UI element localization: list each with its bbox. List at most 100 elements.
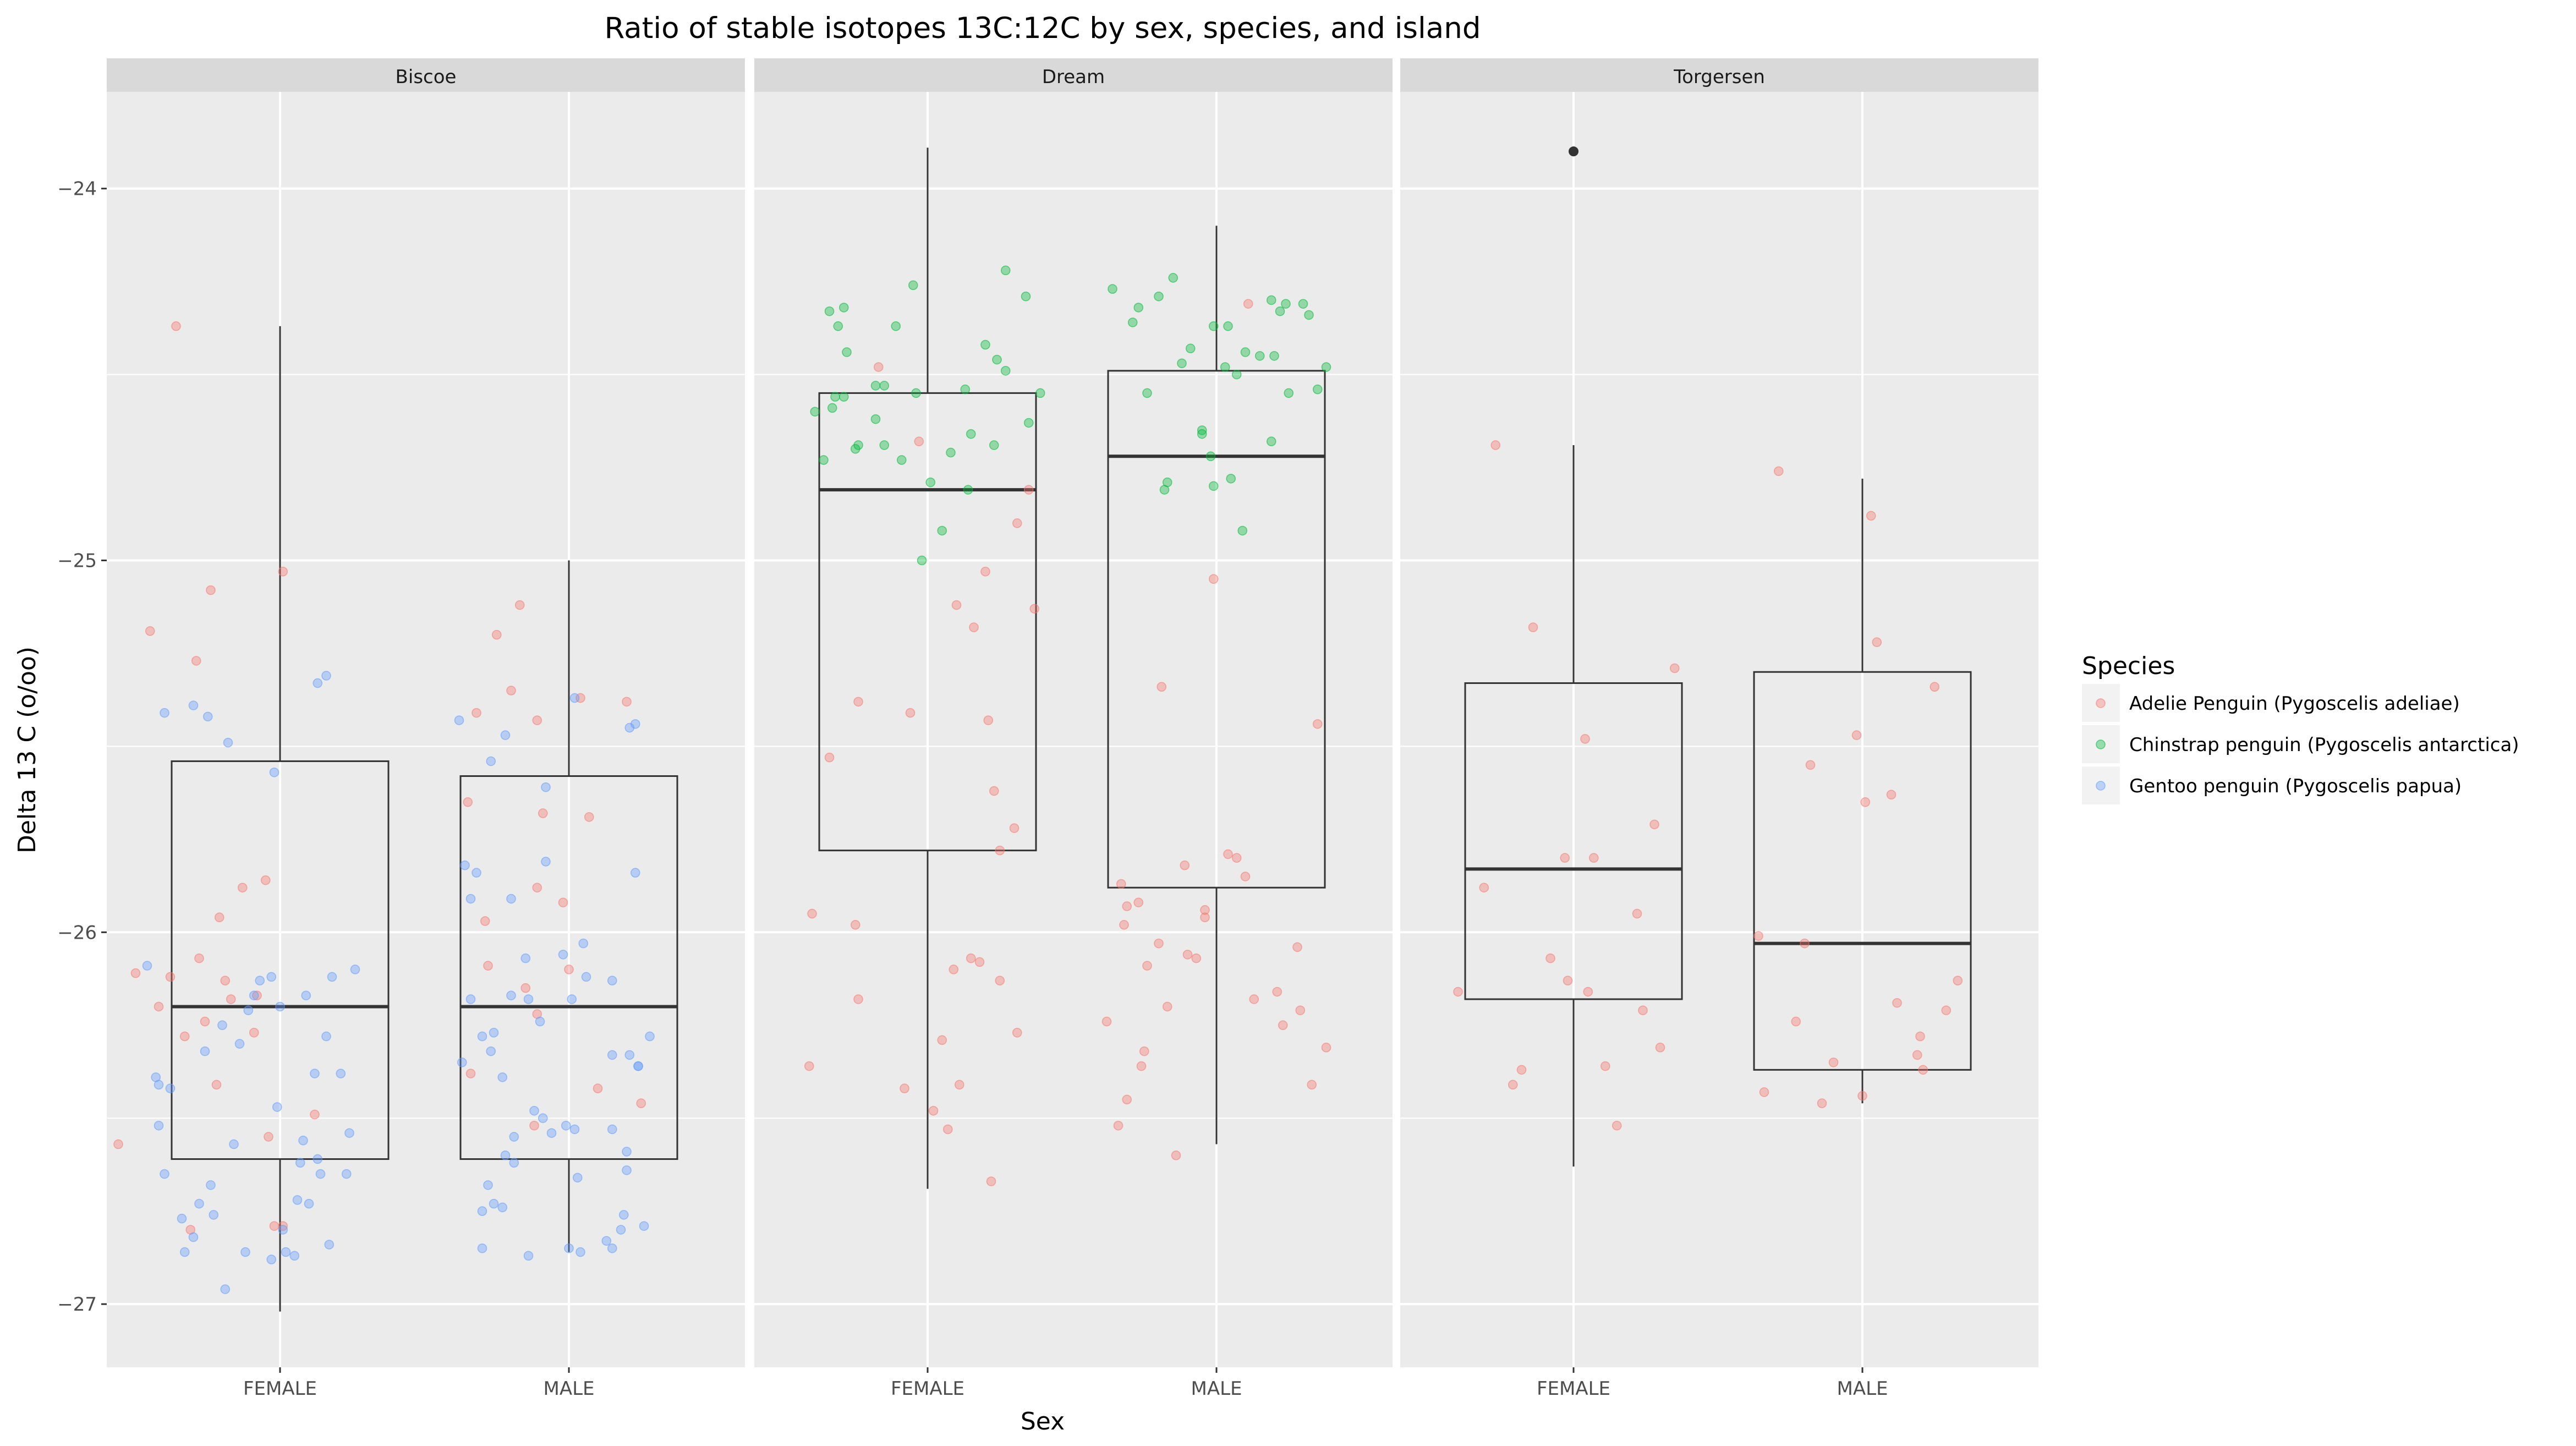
strip-label: Biscoe [396, 66, 457, 88]
boxplot-male [1753, 478, 1972, 1104]
data-point [593, 1083, 603, 1093]
data-point [465, 894, 476, 904]
data-point [1009, 823, 1020, 833]
data-point [486, 756, 496, 766]
data-point [292, 1195, 303, 1205]
data-point [523, 994, 534, 1004]
data-point [223, 737, 233, 748]
data-point [1479, 883, 1489, 892]
data-point [515, 600, 525, 610]
data-point [914, 436, 924, 447]
data-point [925, 477, 935, 488]
data-point [1237, 525, 1247, 536]
data-point [342, 1169, 352, 1179]
data-point [477, 1206, 487, 1216]
data-point [1240, 872, 1251, 881]
data-point [1168, 273, 1178, 283]
data-point [310, 1069, 320, 1078]
data-point [315, 1169, 326, 1179]
data-point [607, 976, 617, 985]
data-point [1307, 1080, 1317, 1090]
data-point [252, 990, 262, 1000]
data-point [1872, 637, 1882, 647]
data-point [960, 384, 970, 395]
data-point [607, 1050, 617, 1060]
data-point [165, 1083, 176, 1093]
data-point [1243, 299, 1253, 309]
data-point [188, 700, 199, 710]
data-point [1298, 299, 1308, 309]
data-point [1163, 477, 1172, 488]
data-point [1133, 897, 1143, 907]
jitter-points-female [1453, 440, 1680, 1131]
data-point [472, 708, 481, 718]
data-point [454, 715, 464, 725]
legend-label: Chinstrap penguin (Pygoscelis antarctica… [2129, 734, 2519, 756]
x-tick-label-male: MALE [543, 1378, 594, 1400]
data-point [538, 808, 548, 818]
data-point [477, 1243, 487, 1253]
data-point [622, 1147, 632, 1157]
data-point [830, 392, 840, 402]
legend-key-marker [2096, 698, 2106, 708]
data-point [154, 1120, 164, 1131]
data-point [1516, 1065, 1527, 1075]
data-point [506, 894, 516, 904]
data-point [1029, 604, 1039, 614]
data-point [1108, 284, 1117, 294]
boxplot-female [1464, 146, 1683, 1167]
data-point [180, 1247, 190, 1257]
data-point [1223, 849, 1233, 859]
legend-key-background [2082, 725, 2120, 763]
data-point [1857, 1091, 1867, 1101]
data-point [220, 976, 230, 985]
data-point [1912, 1050, 1922, 1060]
box [1464, 682, 1683, 1000]
data-point [969, 622, 979, 632]
data-point [465, 1069, 476, 1078]
data-point [1589, 853, 1599, 863]
box [1107, 370, 1326, 889]
data-point [974, 957, 985, 967]
data-point [1177, 358, 1187, 369]
data-point [989, 440, 999, 450]
data-point [180, 1031, 190, 1042]
data-point [1001, 265, 1011, 276]
data-point [465, 994, 476, 1004]
data-point [567, 994, 577, 1004]
data-point [191, 656, 201, 666]
data-point [564, 965, 574, 974]
chart-title: Ratio of stable isotopes 13C:12C by sex,… [604, 12, 1481, 45]
strip-label: Dream [1042, 66, 1105, 88]
x-tick-label-male: MALE [1837, 1378, 1888, 1400]
data-point [520, 953, 530, 963]
data-point [1759, 1087, 1769, 1097]
data-point [217, 1020, 227, 1031]
legend-entry: Chinstrap penguin (Pygoscelis antarctica… [2082, 725, 2519, 763]
data-point [255, 976, 265, 985]
data-point [541, 857, 551, 867]
data-point [827, 403, 837, 413]
data-point [951, 600, 962, 610]
data-point [188, 1232, 199, 1242]
outlier-point [1569, 146, 1579, 157]
jitter-points-male [454, 693, 655, 1261]
data-point [1272, 987, 1282, 997]
data-point [581, 972, 591, 982]
data-point [824, 752, 835, 763]
data-point [937, 1035, 947, 1045]
data-point [1136, 1061, 1147, 1071]
data-point [304, 1198, 314, 1209]
data-point [1817, 1098, 1827, 1108]
data-point [1866, 511, 1876, 521]
data-point [1805, 760, 1816, 770]
legend: Species Adelie Penguin (Pygoscelis adeli… [2082, 652, 2519, 804]
data-point [145, 626, 155, 636]
data-point [497, 1072, 507, 1082]
data-point [1171, 1151, 1181, 1160]
data-point [1828, 1058, 1839, 1067]
data-point [569, 1124, 580, 1135]
data-point [1583, 987, 1593, 997]
data-point [631, 868, 640, 878]
